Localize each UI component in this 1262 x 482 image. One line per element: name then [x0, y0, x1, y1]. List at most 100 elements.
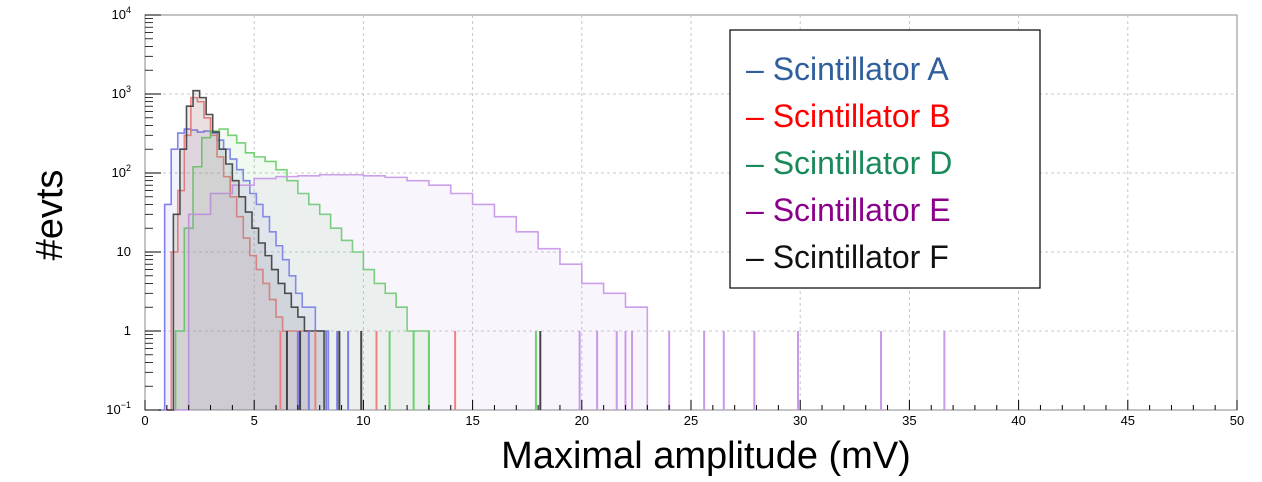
- legend-item: – Scintillator B: [746, 98, 951, 134]
- x-tick-label: 45: [1121, 413, 1135, 428]
- histogram-bin: [199, 97, 207, 411]
- histogram-bin: [297, 175, 320, 410]
- histogram-bin: [212, 132, 220, 410]
- histogram-bin: [203, 131, 211, 410]
- histogram-bin: [210, 193, 233, 410]
- histogram-bin: [219, 129, 228, 410]
- histogram-bin: [223, 149, 231, 410]
- y-tick-label: 103: [112, 84, 131, 101]
- histogram-bin: [219, 149, 226, 410]
- histogram-bin: [252, 228, 259, 410]
- histogram-bin: [238, 196, 246, 410]
- histogram-bin: [276, 245, 283, 410]
- histogram-bin: [193, 90, 200, 410]
- histogram-bin: [236, 169, 244, 410]
- histogram-bin: [243, 238, 250, 410]
- histogram-bin: [262, 216, 270, 410]
- histogram-bin: [227, 135, 237, 410]
- histogram-bin: [302, 331, 309, 410]
- isolated-counts: [388, 331, 537, 410]
- histogram-bin: [177, 190, 185, 410]
- histogram-bin: [282, 331, 290, 410]
- series-4: [166, 173, 649, 411]
- histogram-bin: [341, 174, 364, 410]
- histogram-bin: [289, 331, 296, 410]
- histogram-bin: [269, 299, 277, 410]
- histogram-bin: [179, 149, 187, 410]
- histogram-bin: [319, 214, 331, 410]
- histogram-bin: [295, 331, 303, 410]
- legend-item: – Scintillator E: [746, 192, 951, 228]
- histogram-bin: [217, 140, 224, 410]
- histogram-bin: [295, 293, 303, 410]
- histogram-bin: [193, 166, 202, 410]
- histogram-bin: [249, 255, 257, 410]
- series-outline: [166, 128, 430, 411]
- y-axis-title: #evts: [29, 170, 71, 261]
- x-tick-label: 15: [465, 413, 479, 428]
- x-tick-label: 40: [1011, 413, 1025, 428]
- histogram-bin: [230, 159, 237, 410]
- histogram-bin: [516, 231, 539, 410]
- histogram-bin: [186, 106, 194, 411]
- histogram-bin: [230, 196, 237, 410]
- x-tick-label: 35: [902, 413, 916, 428]
- series-5: [166, 89, 325, 411]
- histogram-bin: [330, 228, 342, 410]
- histogram-bin: [249, 193, 257, 410]
- histogram-bin: [428, 185, 451, 410]
- histogram-bin: [352, 252, 364, 410]
- histogram-bin: [225, 163, 233, 410]
- histogram-bin: [210, 133, 218, 411]
- histogram-bin: [407, 331, 418, 410]
- series-layer: [158, 89, 946, 411]
- histogram-bin: [171, 252, 178, 410]
- histogram-bin: [603, 293, 626, 410]
- histogram-bin: [302, 307, 309, 410]
- histogram-bin: [407, 180, 429, 410]
- histogram-bin: [276, 317, 283, 410]
- histogram-bin: [256, 204, 263, 410]
- histogram-bin: [538, 248, 560, 410]
- histogram-bin: [282, 259, 290, 410]
- histogram-bin: [262, 283, 270, 410]
- histogram-bin: [363, 175, 386, 410]
- histogram-bin: [385, 177, 408, 410]
- legend-box: [729, 29, 1041, 289]
- histogram-bin: [171, 149, 178, 410]
- histogram-bin: [184, 129, 191, 410]
- histogram-bin: [175, 331, 185, 410]
- histogram-bin: [289, 275, 296, 410]
- histogram-bin: [236, 142, 246, 410]
- histogram-bin: [319, 174, 342, 410]
- isolated-counts: [578, 331, 946, 410]
- histogram-bin: [450, 193, 473, 410]
- histogram-bin: [310, 331, 318, 410]
- histogram-bin: [256, 269, 263, 410]
- legend: – Scintillator A – Scintillator B – Scinti…: [729, 29, 1041, 289]
- x-tick-label: 10: [356, 413, 370, 428]
- legend-item: – Scintillator A: [746, 51, 949, 87]
- histogram-bin: [297, 193, 309, 410]
- series-outline: [166, 173, 649, 411]
- histogram-bin: [201, 137, 211, 411]
- histogram-bin: [190, 130, 198, 411]
- histogram-bin: [396, 307, 408, 410]
- y-tick-label: 10: [117, 244, 131, 259]
- x-tick-label: 50: [1230, 413, 1244, 428]
- histogram-bin: [190, 97, 198, 411]
- histogram-bin: [308, 204, 320, 410]
- histogram-bin: [203, 117, 211, 410]
- histogram-bin: [265, 161, 277, 410]
- histogram-bin: [271, 269, 279, 410]
- histogram-bin: [223, 176, 231, 410]
- histogram-bin: [232, 180, 239, 410]
- histogram-bin: [559, 264, 582, 410]
- histogram-bin: [284, 293, 292, 410]
- histogram-bin: [184, 135, 191, 410]
- x-tick-label: 25: [684, 413, 698, 428]
- histogram-bin: [315, 331, 322, 410]
- histogram-bin: [243, 180, 250, 410]
- histogram-bin: [472, 204, 495, 410]
- series-outline: [164, 96, 310, 411]
